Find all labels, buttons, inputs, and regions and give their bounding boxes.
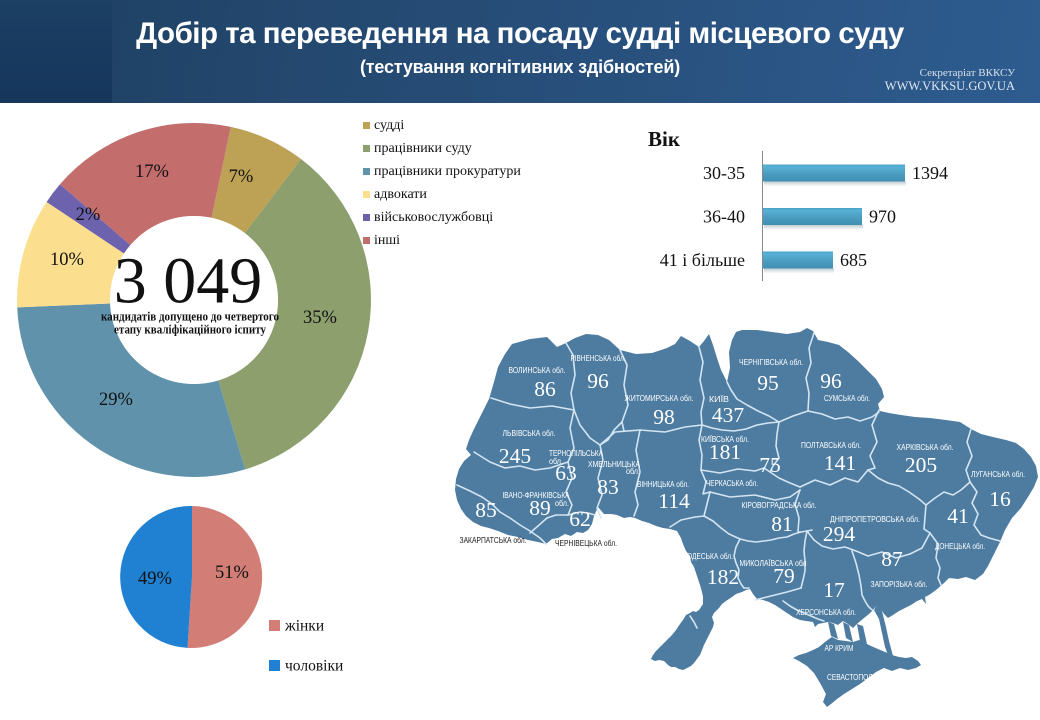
svg-text:17%: 17%: [135, 162, 169, 182]
svg-text:10%: 10%: [50, 250, 84, 270]
svg-text:ЗАПОРІЗЬКА обл.: ЗАПОРІЗЬКА обл.: [871, 579, 928, 589]
svg-text:96: 96: [820, 369, 842, 393]
svg-text:ЧЕРНІГІВСЬКА обл.: ЧЕРНІГІВСЬКА обл.: [739, 357, 803, 367]
svg-text:ІВАНО-ФРАНКІВСЬКА: ІВАНО-ФРАНКІВСЬКА: [503, 490, 570, 500]
svg-text:військовослужбовці: військовослужбовці: [374, 210, 493, 225]
svg-text:181: 181: [709, 440, 741, 464]
svg-text:МИКОЛАЇВСЬКА обл: МИКОЛАЇВСЬКА обл: [740, 558, 807, 568]
svg-text:96: 96: [587, 369, 609, 393]
svg-text:35%: 35%: [303, 308, 337, 328]
svg-text:89: 89: [529, 496, 551, 520]
svg-text:Вік: Вік: [648, 127, 681, 151]
svg-text:працівники прокуратури: працівники прокуратури: [374, 164, 521, 179]
svg-text:обл.: обл.: [549, 456, 563, 466]
svg-text:30-35: 30-35: [703, 163, 745, 183]
svg-text:працівники суду: працівники суду: [374, 141, 472, 156]
svg-text:КИЇВСЬКА обл.: КИЇВСЬКА обл.: [701, 434, 749, 444]
svg-text:КИЇВ: КИЇВ: [709, 394, 729, 404]
svg-text:ЛЬВІВСЬКА обл.: ЛЬВІВСЬКА обл.: [503, 428, 556, 438]
svg-text:205: 205: [905, 453, 937, 477]
svg-text:75: 75: [759, 453, 781, 477]
svg-text:182: 182: [707, 565, 739, 589]
svg-text:СУМСЬКА обл.: СУМСЬКА обл.: [824, 393, 870, 403]
svg-text:87: 87: [881, 547, 903, 571]
svg-text:294: 294: [823, 522, 856, 546]
svg-text:КІРОВОГРАДСЬКА обл.: КІРОВОГРАДСЬКА обл.: [742, 500, 817, 510]
svg-text:ХМЕЛЬНИЦЬКА: ХМЕЛЬНИЦЬКА: [588, 459, 640, 469]
svg-text:79: 79: [773, 564, 795, 588]
svg-text:інші: інші: [374, 233, 400, 248]
svg-text:41: 41: [947, 504, 969, 528]
svg-text:жінки: жінки: [284, 618, 324, 635]
svg-text:98: 98: [653, 405, 675, 429]
svg-text:36-40: 36-40: [703, 207, 745, 227]
svg-text:РІВНЕНСЬКА обл.: РІВНЕНСЬКА обл.: [571, 353, 626, 363]
svg-text:ХЕРСОНСЬКА обл.: ХЕРСОНСЬКА обл.: [796, 607, 856, 617]
svg-text:ЧЕРНІВЕЦЬКА обл.: ЧЕРНІВЕЦЬКА обл.: [555, 538, 617, 548]
svg-text:ЖИТОМИРСЬКА обл.: ЖИТОМИРСЬКА обл.: [625, 393, 694, 403]
svg-text:чоловіки: чоловіки: [285, 658, 343, 675]
svg-text:86: 86: [534, 377, 556, 401]
svg-text:114: 114: [658, 489, 690, 513]
svg-text:95: 95: [757, 371, 779, 395]
svg-text:ХАРКІВСЬКА обл.: ХАРКІВСЬКА обл.: [897, 442, 954, 452]
svg-text:ТЕРНОПІЛЬСЬКА: ТЕРНОПІЛЬСЬКА: [549, 448, 603, 458]
svg-text:СЕВАСТОПОЛЬ: СЕВАСТОПОЛЬ: [827, 672, 877, 682]
svg-text:обл.: обл.: [626, 466, 640, 476]
svg-text:етапу кваліфікаційного іспиту: етапу кваліфікаційного іспиту: [114, 322, 266, 337]
svg-text:ЧЕРКАСЬКА обл.: ЧЕРКАСЬКА обл.: [706, 478, 758, 488]
svg-text:ДОНЕЦЬКА обл.: ДОНЕЦЬКА обл.: [935, 541, 985, 551]
svg-text:обл.: обл.: [555, 498, 569, 508]
svg-text:85: 85: [475, 498, 497, 522]
svg-text:7%: 7%: [229, 167, 254, 187]
svg-text:3 049: 3 049: [114, 245, 263, 318]
svg-text:245: 245: [499, 444, 531, 468]
svg-text:ЛУГАНСЬКА обл.: ЛУГАНСЬКА обл.: [971, 469, 1025, 479]
svg-text:437: 437: [712, 403, 745, 427]
svg-text:ОДЕСЬКА обл.: ОДЕСЬКА обл.: [687, 551, 733, 561]
svg-text:970: 970: [869, 207, 896, 227]
svg-text:83: 83: [597, 475, 619, 499]
svg-text:кандидатів допущено до четверт: кандидатів допущено до четвертого: [101, 309, 279, 324]
svg-text:29%: 29%: [99, 390, 133, 410]
svg-text:2%: 2%: [76, 205, 101, 225]
svg-text:адвокати: адвокати: [374, 187, 427, 202]
svg-text:ВІННИЦЬКА обл.: ВІННИЦЬКА обл.: [637, 479, 689, 489]
svg-text:ДНІПРОПЕТРОВСЬКА обл.: ДНІПРОПЕТРОВСЬКА обл.: [830, 514, 920, 524]
svg-text:51%: 51%: [215, 563, 249, 583]
svg-text:17: 17: [823, 578, 845, 602]
svg-text:16: 16: [989, 487, 1011, 511]
svg-text:685: 685: [840, 250, 867, 270]
svg-text:141: 141: [824, 451, 856, 475]
svg-text:62: 62: [569, 507, 591, 531]
svg-text:1394: 1394: [912, 163, 948, 183]
svg-text:АР КРИМ: АР КРИМ: [825, 643, 854, 653]
svg-text:63: 63: [555, 461, 577, 485]
svg-text:судді: судді: [374, 118, 404, 133]
svg-text:ПОЛТАВСЬКА обл.: ПОЛТАВСЬКА обл.: [801, 440, 861, 450]
svg-text:ВОЛИНСЬКА обл.: ВОЛИНСЬКА обл.: [509, 365, 566, 375]
svg-text:49%: 49%: [138, 569, 172, 589]
svg-text:41 і більше: 41 і більше: [660, 250, 745, 270]
svg-text:81: 81: [771, 512, 793, 536]
svg-text:ЗАКАРПАТСЬКА обл.: ЗАКАРПАТСЬКА обл.: [460, 535, 527, 545]
